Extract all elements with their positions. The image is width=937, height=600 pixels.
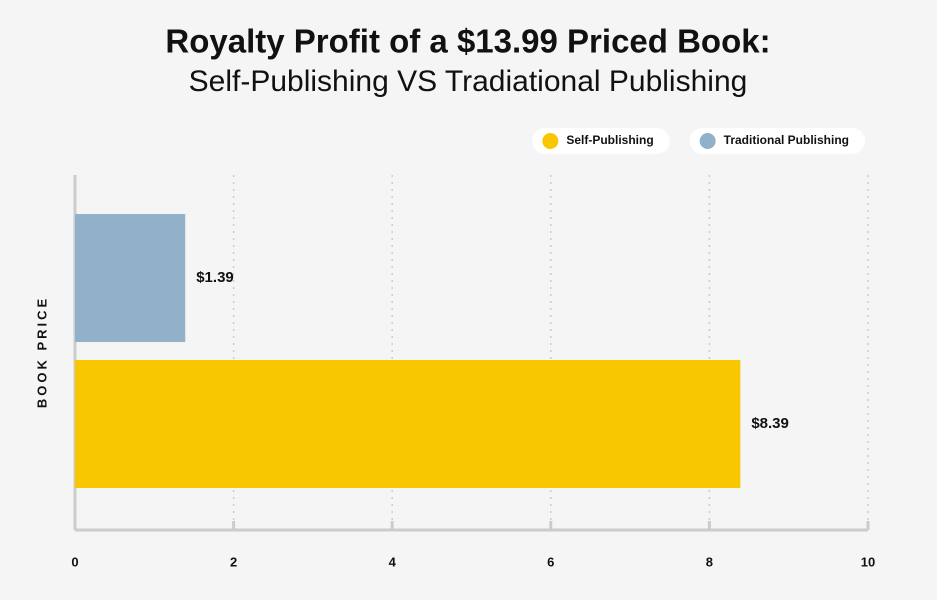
legend-item <box>689 128 865 154</box>
x-tick-label: 8 <box>706 554 713 569</box>
value-label: $8.39 <box>751 415 789 432</box>
legend-label: Self-Publishing <box>566 133 653 147</box>
x-tick-label: 4 <box>389 554 397 569</box>
x-tick-label: 2 <box>230 554 237 569</box>
legend-swatch <box>699 133 716 149</box>
chart-subtitle: Self-Publishing VS Tradiational Publishi… <box>189 65 748 98</box>
bar <box>75 214 186 342</box>
chart-title: Royalty Profit of a $13.99 Priced Book: <box>165 23 770 60</box>
x-tick-label: 6 <box>547 554 554 569</box>
legend-item <box>532 128 670 154</box>
x-tick-label: 10 <box>861 554 875 569</box>
legend-swatch <box>542 133 559 149</box>
y-axis-label: BOOK PRICE <box>34 296 49 408</box>
legend-label: Traditional Publishing <box>724 133 849 147</box>
x-tick-label: 0 <box>71 554 78 569</box>
value-label: $1.39 <box>196 269 234 286</box>
bar <box>75 360 741 488</box>
